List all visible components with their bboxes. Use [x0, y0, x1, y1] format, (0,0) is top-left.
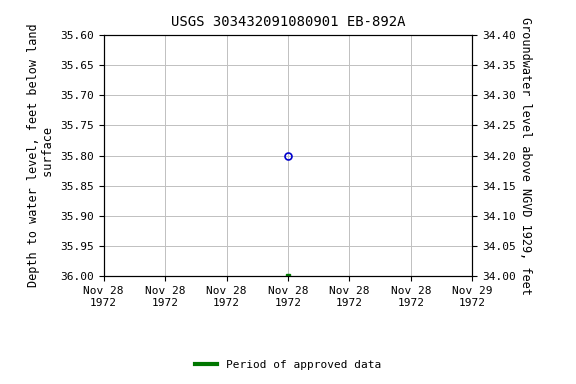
Y-axis label: Depth to water level, feet below land
 surface: Depth to water level, feet below land su… [26, 24, 55, 287]
Title: USGS 303432091080901 EB-892A: USGS 303432091080901 EB-892A [170, 15, 406, 29]
Legend: Period of approved data: Period of approved data [191, 356, 385, 375]
Y-axis label: Groundwater level above NGVD 1929, feet: Groundwater level above NGVD 1929, feet [520, 17, 532, 295]
